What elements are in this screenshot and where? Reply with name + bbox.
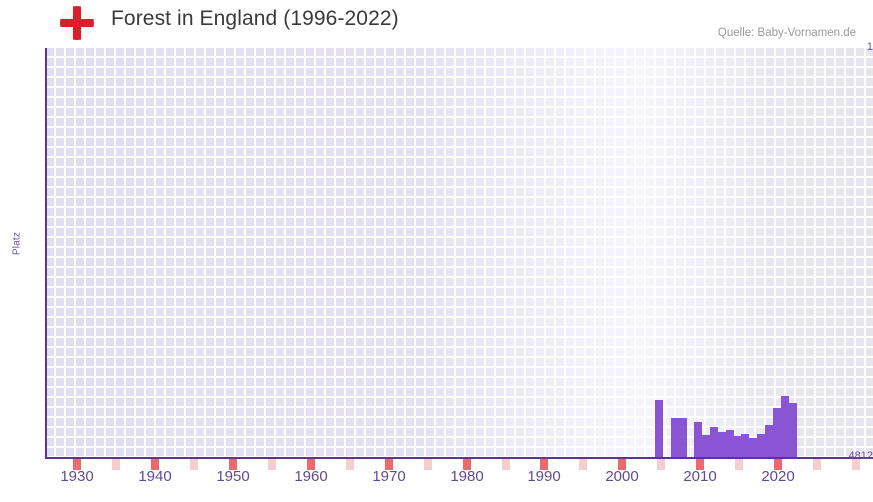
source-attribution: Quelle: Baby-Vornamen.de [717,27,856,39]
england-flag-icon [60,6,94,40]
x-axis-line [45,457,873,459]
chart-header: Forest in England (1996-2022) Quelle: Ba… [0,0,873,46]
bar-2007[interactable] [679,418,687,458]
flag-cross-vertical [73,6,81,40]
y-axis-tick-top: 1 [866,41,873,53]
x-axis-tick-1950 [229,459,237,470]
x-axis-label-1950: 1950 [216,468,250,485]
x-axis-tick-minor-13 [579,459,587,470]
x-axis-tick-1960 [307,459,315,470]
x-axis-label-1930: 1930 [60,468,94,485]
x-axis-tick-1990 [540,459,548,470]
x-axis-tick-minor-7 [346,459,354,470]
bar-2015[interactable] [741,434,749,458]
x-axis-tick-2000 [618,459,626,470]
bar-2011[interactable] [710,427,718,458]
x-axis-label-1970: 1970 [372,468,406,485]
x-axis-label-2000: 2000 [605,468,639,485]
x-axis-tick-minor-11 [502,459,510,470]
x-axis-tick-minor-9 [424,459,432,470]
x-axis-tick-minor-5 [268,459,276,470]
x-axis-tick-1930 [73,459,81,470]
x-axis-label-1980: 1980 [450,468,484,485]
x-axis-label-1940: 1940 [138,468,172,485]
x-axis-tick-minor-3 [190,459,198,470]
bar-2006[interactable] [671,418,679,458]
y-axis-line [45,48,47,459]
bar-2018[interactable] [765,425,773,458]
bar-2009[interactable] [694,422,702,458]
bar-2017[interactable] [757,434,765,458]
x-axis-tick-minor-17 [735,459,743,470]
x-axis-label-2010: 2010 [683,468,717,485]
x-axis-tick-minor-15 [657,459,665,470]
x-axis-label-1960: 1960 [294,468,328,485]
bar-2010[interactable] [702,435,710,458]
y-axis-title: Platz [11,231,23,256]
x-axis-tick-2010 [696,459,704,470]
x-axis-tick-minor-19 [813,459,821,470]
bar-2004[interactable] [655,400,663,458]
bar-2016[interactable] [749,438,757,458]
x-axis-label-2020: 2020 [761,468,795,485]
bar-2012[interactable] [718,432,726,458]
page-title: Forest in England (1996-2022) [111,7,399,30]
bar-2014[interactable] [734,436,742,458]
bar-2020[interactable] [781,396,789,458]
bar-2013[interactable] [726,430,734,458]
chart-plot-area [46,48,873,458]
bar-2021[interactable] [789,403,797,458]
x-axis-tick-minor-1 [112,459,120,470]
x-axis-tick-2020 [774,459,782,470]
bar-2019[interactable] [773,408,781,458]
x-axis-tick-1980 [463,459,471,470]
x-axis-tick-1970 [385,459,393,470]
x-axis-label-1990: 1990 [527,468,561,485]
x-axis-tick-1940 [151,459,159,470]
x-axis-tick-minor-20 [852,459,860,470]
